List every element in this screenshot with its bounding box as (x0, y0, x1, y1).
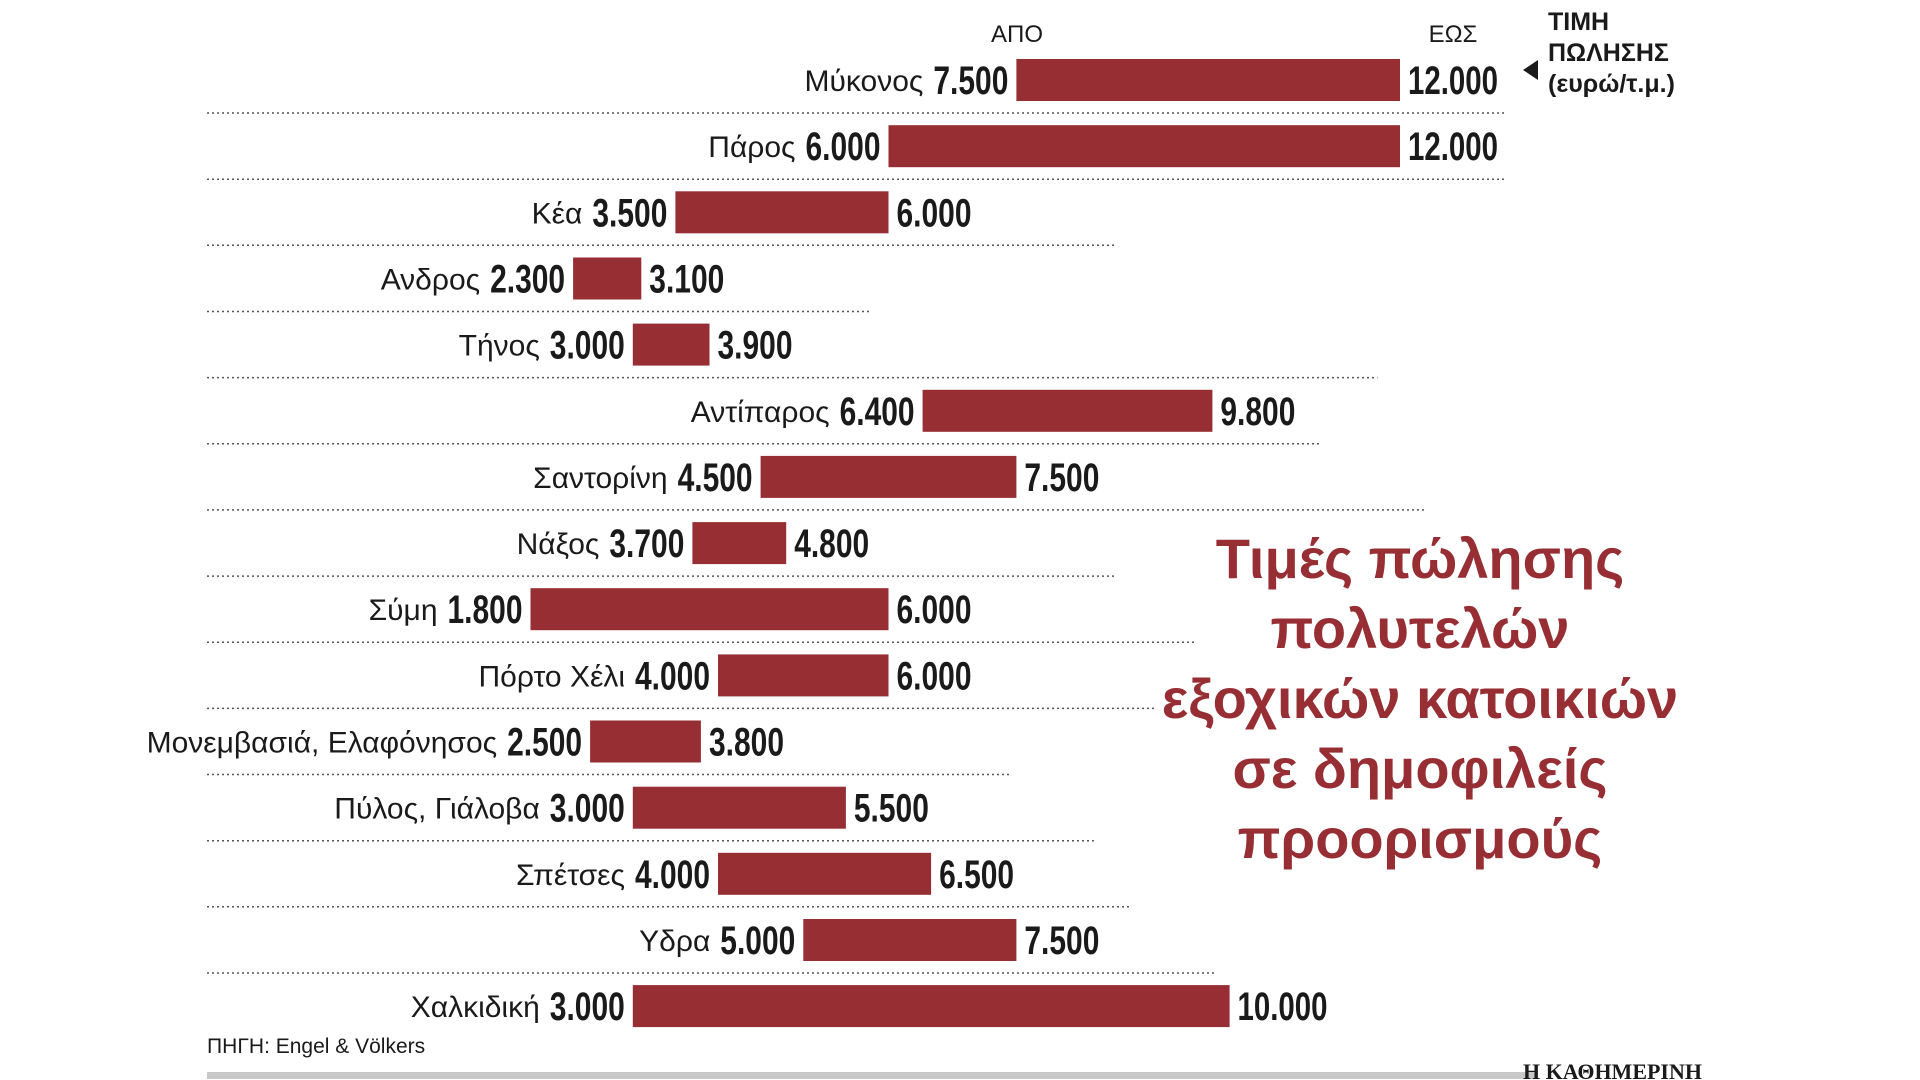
range-bar (632, 323, 710, 366)
category-label: Τήνος (459, 330, 540, 363)
from-column-header: ΑΠΟ (991, 21, 1043, 48)
to-value-label: 6.500 (939, 853, 1014, 897)
to-value-label: 6.000 (897, 654, 972, 698)
to-value-label: 9.800 (1220, 390, 1295, 434)
range-bar (530, 588, 889, 631)
to-value-label: 6.000 (897, 191, 972, 235)
category-label: Μονεμβασιά, Ελαφόνησος (147, 727, 498, 760)
category-label: Πύλος, Γιάλοβα (334, 793, 540, 826)
to-column-header: ΕΩΣ (1429, 21, 1478, 48)
footer-rule (207, 1072, 1537, 1079)
range-bar (922, 389, 1213, 432)
category-label: Χαλκιδική (411, 991, 540, 1024)
category-label: Ανδρος (381, 264, 480, 297)
to-value-label: 3.900 (718, 324, 793, 368)
range-bar (632, 786, 846, 829)
category-label: Πάρος (708, 131, 795, 164)
headline-line-2: πολυτελών (1271, 597, 1570, 660)
range-bar (803, 919, 1017, 961)
from-value-label: 1.800 (448, 588, 523, 632)
from-value-label: 3.000 (550, 985, 625, 1029)
chart-rows: 7.500 Μύκονος 12.000 6.000 Πάρος 12.000 3.500 Κ… (147, 59, 1505, 1029)
category-label: Σαντορίνη (533, 462, 667, 495)
from-value-label: 4.500 (678, 456, 753, 500)
to-value-label: 10.000 (1238, 985, 1328, 1029)
category-label: Κέα (532, 197, 583, 230)
from-value-label: 3.000 (550, 324, 625, 368)
to-value-label: 12.000 (1408, 59, 1498, 103)
range-bar (718, 654, 889, 697)
category-label: Σπέτσες (516, 859, 625, 892)
from-value-label: 3.000 (550, 787, 625, 831)
from-value-label: 4.000 (635, 853, 710, 897)
category-label: Υδρα (639, 925, 710, 958)
unit-label-line-1: ΤΙΜΗ (1548, 8, 1609, 36)
from-value-label: 6.000 (806, 125, 881, 169)
range-bar (888, 125, 1400, 168)
from-value-label: 3.500 (592, 191, 667, 235)
from-value-label: 2.500 (507, 721, 582, 765)
range-bar (675, 191, 889, 234)
unit-label-line-3: (ευρώ/τ.μ.) (1548, 70, 1675, 98)
to-value-label: 12.000 (1408, 125, 1498, 169)
from-value-label: 6.400 (840, 390, 915, 434)
headline-line-5: προορισμούς (1238, 807, 1603, 870)
from-value-label: 5.000 (720, 919, 795, 963)
to-value-label: 3.800 (709, 721, 784, 765)
from-value-label: 7.500 (933, 59, 1008, 103)
headline-line-1: Τιμές πώλησης (1216, 527, 1625, 590)
headline-line-3: εξοχικών κατοικιών (1162, 667, 1678, 730)
range-bar (760, 455, 1017, 498)
range-bar (718, 852, 932, 895)
to-value-label: 7.500 (1024, 919, 1099, 963)
to-value-label: 7.500 (1024, 456, 1099, 500)
source-note: ΠΗΓΗ: Engel & Völkers (207, 1035, 425, 1058)
category-label: Μύκονος (805, 65, 924, 98)
headline: Τιμές πώλησης πολυτελών εξοχικών κατοικι… (1162, 527, 1678, 870)
to-value-label: 6.000 (897, 588, 972, 632)
range-bar (590, 720, 701, 763)
category-label: Πόρτο Χέλι (479, 660, 625, 693)
unit-label-line-2: ΠΩΛΗΣΗΣ (1548, 39, 1669, 67)
category-label: Σύμη (369, 594, 438, 627)
range-bar (573, 257, 642, 300)
to-value-label: 3.100 (649, 258, 724, 302)
headline-line-4: σε δημοφιλείς (1232, 737, 1607, 800)
to-value-label: 5.500 (854, 787, 929, 831)
publisher-logo: Η ΚΑΘΗΜΕΡΙΝΗ (1523, 1059, 1702, 1080)
from-value-label: 4.000 (635, 654, 710, 698)
category-label: Αντίπαρος (691, 396, 830, 429)
range-bar (632, 985, 1230, 1028)
unit-pointer-icon (1523, 60, 1538, 80)
category-label: Νάξος (517, 528, 600, 561)
from-value-label: 2.300 (490, 258, 565, 302)
to-value-label: 4.800 (794, 522, 869, 566)
range-bar (692, 522, 787, 565)
from-value-label: 3.700 (609, 522, 684, 566)
range-bar (1016, 59, 1400, 101)
